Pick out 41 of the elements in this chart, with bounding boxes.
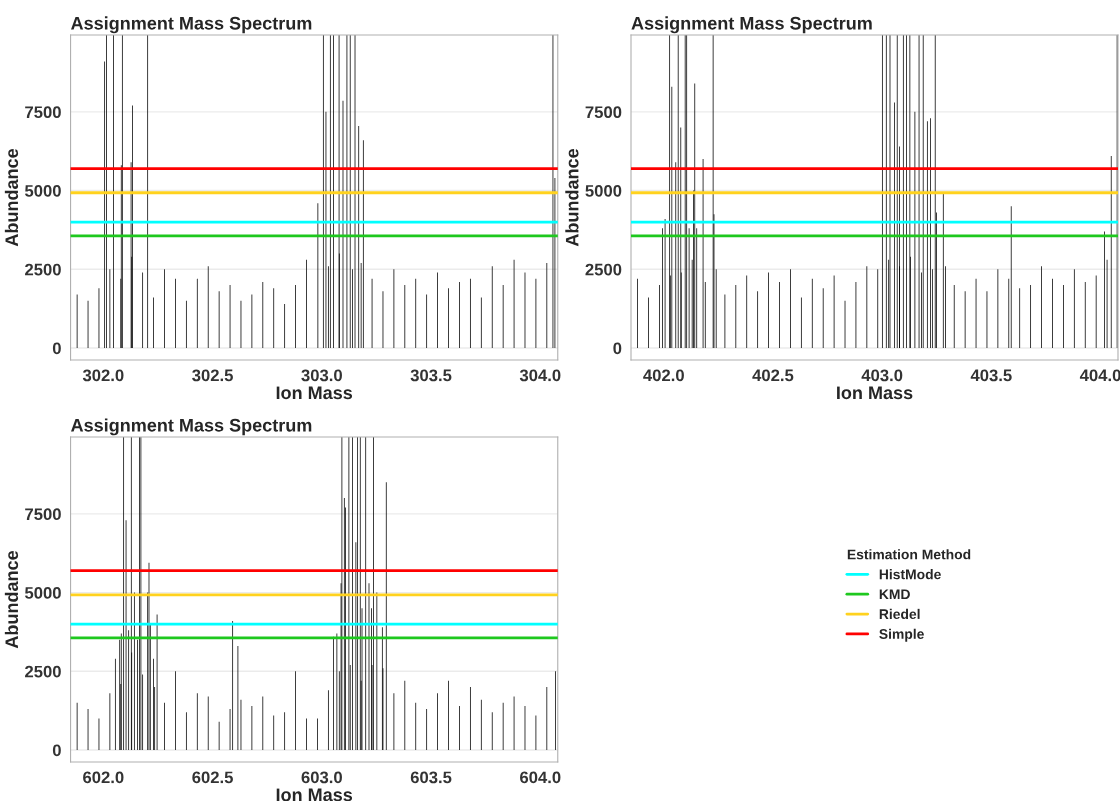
x-tick-label: 302.5 [192,369,233,382]
y-tick-label: 2500 [25,665,61,678]
y-tick-label: 2500 [585,263,622,276]
y-tick-label: 0 [52,744,61,757]
y-tick-label: 5000 [585,184,622,197]
y-tick-label: 2500 [25,263,61,276]
y-tick-label: 7500 [25,106,61,119]
x-tick-label: 402.0 [643,369,684,382]
y-tick-label: 5000 [24,184,61,197]
legend-title: Estimation Method [847,549,971,560]
legend-label: Simple [879,628,924,642]
x-tick-label: 403.0 [861,369,903,382]
y-tick-label: 5000 [24,586,61,599]
x-tick-label: 602.5 [192,771,233,784]
x-tick-label: 603.0 [301,771,342,784]
y-tick-label: 0 [52,342,61,355]
x-axis-title: Ion Mass [276,788,353,801]
x-axis-title: Ion Mass [276,386,353,400]
y-tick-label: 0 [613,342,622,355]
y-axis-title: Abundance [4,550,19,649]
x-tick-label: 604.0 [520,771,561,784]
legend-label: KMD [879,589,910,600]
x-tick-label: 602.0 [83,771,124,784]
y-tick-label: 7500 [25,508,61,521]
x-tick-label: 402.5 [752,369,794,382]
x-axis-title: Ion Mass [837,386,913,400]
y-axis-title: Abundance [565,148,579,247]
chart-title: Assignment Mass Spectrum [71,16,312,34]
y-tick-label: 7500 [585,106,622,119]
y-axis-title: Abundance [4,148,19,247]
chart-title: Assignment Mass Spectrum [631,16,872,34]
x-tick-label: 304.0 [519,369,561,382]
x-tick-label: 603.5 [410,771,452,784]
x-tick-label: 404.0 [1079,369,1120,382]
x-tick-label: 302.0 [82,369,124,382]
x-tick-label: 403.5 [970,369,1012,382]
legend-label: HistMode [879,569,941,580]
x-tick-label: 303.0 [301,369,342,382]
x-tick-label: 303.5 [410,369,452,382]
legend-label: Riedel [879,608,920,620]
chart-title: Assignment Mass Spectrum [71,418,312,436]
